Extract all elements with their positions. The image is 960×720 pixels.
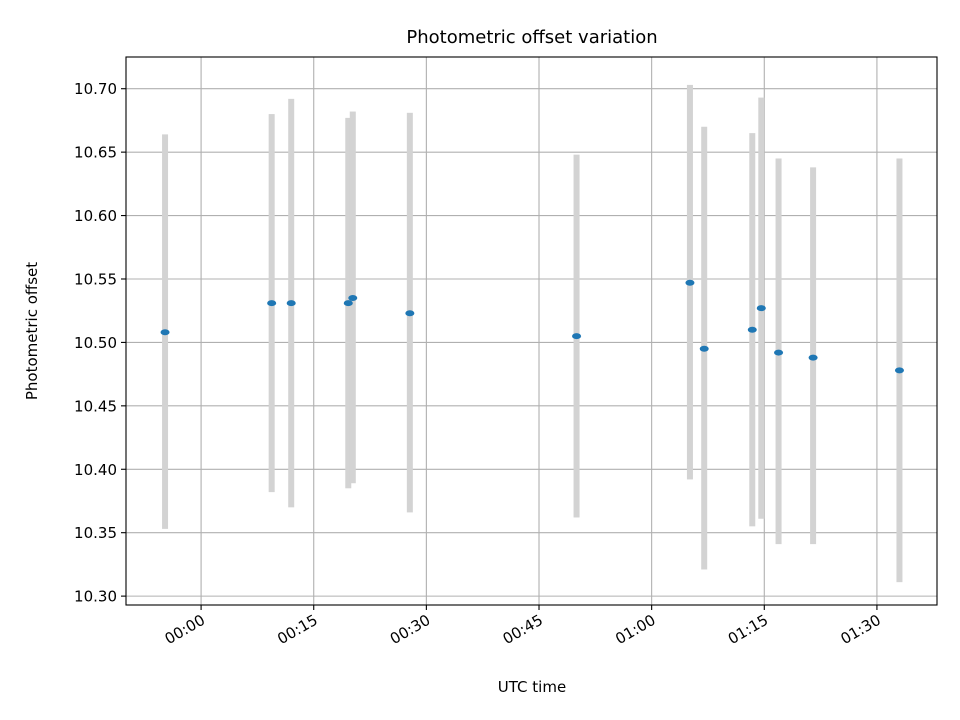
data-point [348, 295, 358, 302]
data-points [160, 279, 904, 374]
grid [126, 57, 937, 605]
y-tick-label: 10.55 [74, 270, 117, 288]
chart-title: Photometric offset variation [406, 27, 657, 48]
data-point [572, 333, 582, 340]
y-axis-label: Photometric offset [23, 262, 41, 400]
data-point [685, 279, 695, 286]
data-point [267, 300, 277, 307]
data-point [808, 354, 818, 361]
y-tick-label: 10.65 [74, 144, 117, 162]
data-point [699, 345, 709, 352]
y-tick-label: 10.60 [74, 207, 117, 225]
data-point [747, 326, 757, 333]
data-point [160, 329, 170, 336]
data-point [756, 305, 766, 312]
y-axis: 10.30 10.35 10.40 10.45 10.50 10.55 10.60 10.65… [74, 80, 126, 606]
data-point [405, 310, 415, 317]
y-tick-label: 10.70 [74, 80, 117, 98]
data-point [286, 300, 296, 307]
y-tick-label: 10.35 [74, 524, 117, 542]
x-axis-label: UTC time [498, 678, 566, 696]
y-tick-label: 10.30 [74, 588, 117, 606]
plot-frame [125, 56, 938, 606]
data-point [774, 349, 784, 356]
y-tick-label: 10.40 [74, 461, 117, 479]
y-tick-label: 10.45 [74, 397, 117, 415]
y-tick-label: 10.50 [74, 334, 117, 352]
data-point [894, 367, 904, 374]
data-point [343, 300, 353, 307]
